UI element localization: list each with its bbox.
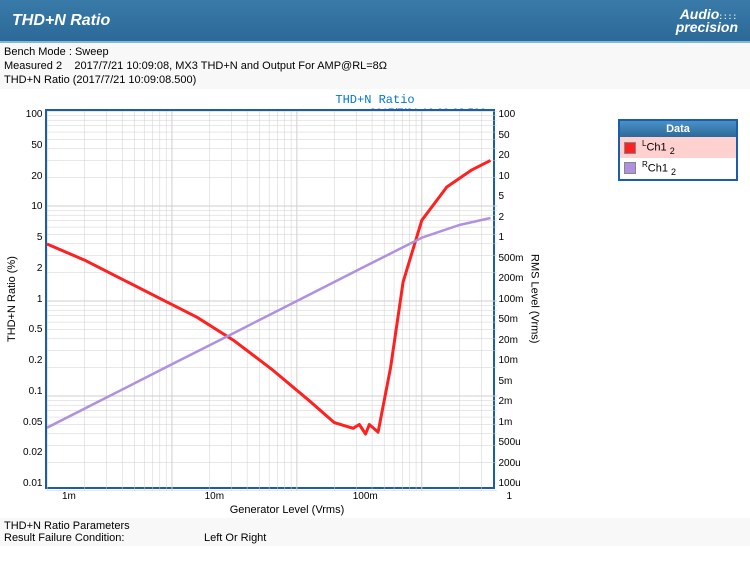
- meta-block: Bench Mode : Sweep Measured 2 2017/7/21 …: [0, 43, 750, 89]
- legend-label: LCh1 2: [642, 139, 675, 156]
- page-title: THD+N Ratio: [12, 12, 110, 30]
- legend-header: Data: [620, 121, 736, 137]
- plot-region: [45, 109, 495, 489]
- y-axis-left-label: THD+N Ratio (%): [4, 109, 20, 489]
- legend-label: RCh1 2: [642, 160, 676, 177]
- y-axis-left-ticks: 1005020105210.50.20.10.050.020.01: [20, 109, 45, 489]
- legend: Data LCh1 2 RCh1 2: [618, 119, 738, 181]
- legend-swatch: [624, 142, 636, 154]
- footer-block: THD+N Ratio Parameters Result Failure Co…: [0, 518, 750, 546]
- ratio-line: THD+N Ratio (2017/7/21 10:09:08.500): [4, 73, 746, 87]
- y-axis-right-label: RMS Level (Vrms): [526, 109, 542, 489]
- legend-item[interactable]: LCh1 2: [620, 137, 736, 158]
- y-axis-right-ticks: 100502010521500m200m100m50m20m10m5m2m1m5…: [495, 109, 526, 489]
- legend-item[interactable]: RCh1 2: [620, 158, 736, 179]
- x-axis-label: Generator Level (Vrms): [62, 502, 512, 516]
- header-bar: THD+N Ratio Audio:::: precision: [0, 0, 750, 43]
- bench-mode-line: Bench Mode : Sweep: [4, 45, 746, 59]
- legend-swatch: [624, 162, 636, 174]
- chart-area: THD+N Ratio 2017/7/21 10:09:08.500 AP TH…: [4, 91, 746, 516]
- measured-line: Measured 2 2017/7/21 10:09:08, MX3 THD+N…: [4, 59, 746, 73]
- failure-label: Result Failure Condition:: [4, 532, 204, 544]
- failure-value: Left Or Right: [204, 532, 266, 544]
- brand-logo: Audio:::: precision: [676, 8, 738, 33]
- params-label: THD+N Ratio Parameters: [4, 520, 746, 532]
